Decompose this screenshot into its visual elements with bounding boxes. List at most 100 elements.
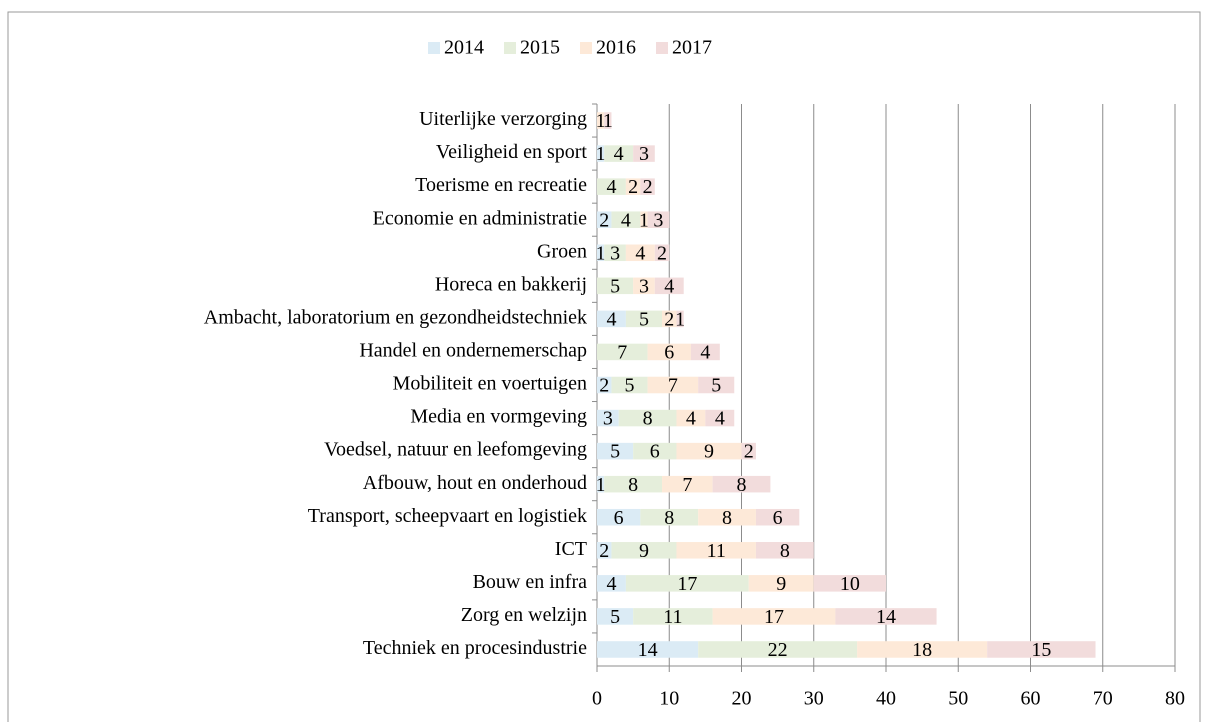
data-label: 11 bbox=[663, 606, 682, 628]
bar-segment bbox=[597, 508, 641, 526]
data-label: 5 bbox=[639, 308, 649, 330]
data-label: 2 bbox=[657, 242, 667, 264]
y-tick-label: Transport, scheepvaart en logistiek bbox=[308, 505, 587, 527]
bar-segment bbox=[647, 211, 670, 228]
data-label: 4 bbox=[621, 209, 631, 231]
data-label: 3 bbox=[653, 209, 663, 231]
data-label: 9 bbox=[704, 441, 714, 463]
data-label: 1 bbox=[603, 110, 613, 132]
bar-segment bbox=[625, 244, 655, 262]
y-tick-label: Economie en administratie bbox=[373, 207, 587, 229]
bar-segment bbox=[705, 409, 735, 427]
x-tick-label: 10 bbox=[659, 688, 679, 710]
data-label: 4 bbox=[606, 176, 616, 198]
bar-segment bbox=[611, 211, 641, 228]
data-label: 6 bbox=[614, 507, 624, 529]
y-tick-label: Uiterlijke verzorging bbox=[419, 108, 587, 130]
bar-segment bbox=[987, 641, 1096, 658]
bar-segment bbox=[597, 608, 634, 625]
y-tick-label: Media en vormgeving bbox=[410, 406, 587, 428]
y-tick-label: Ambacht, laboratorium en gezondheidstech… bbox=[204, 306, 587, 328]
data-label: 1 bbox=[675, 308, 685, 330]
bar-segment bbox=[597, 244, 605, 262]
data-label: 5 bbox=[711, 375, 721, 397]
legend-swatch bbox=[504, 42, 516, 54]
y-tick-label: Horeca en bakkerij bbox=[435, 273, 587, 295]
data-label: 4 bbox=[614, 143, 624, 165]
bar-segment bbox=[748, 575, 814, 592]
bar-segment bbox=[698, 641, 858, 658]
bar-segment bbox=[618, 409, 677, 427]
data-label: 11 bbox=[707, 540, 726, 562]
data-label: 5 bbox=[610, 441, 620, 463]
data-label: 5 bbox=[610, 275, 620, 297]
bar-segment bbox=[611, 542, 677, 559]
legend-label: 2014 bbox=[444, 37, 484, 59]
bar-segment bbox=[712, 608, 836, 625]
y-tick-label: Techniek en procesindustrie bbox=[363, 637, 587, 659]
data-label: 3 bbox=[610, 242, 620, 264]
legend-label: 2015 bbox=[520, 37, 560, 59]
bar-segment bbox=[597, 376, 612, 394]
bar-segment bbox=[676, 442, 742, 460]
data-label: 1 bbox=[596, 474, 606, 496]
bar-segment bbox=[604, 112, 612, 129]
data-label: 9 bbox=[776, 573, 786, 595]
bar-segment bbox=[647, 343, 691, 361]
data-label: 8 bbox=[737, 474, 747, 496]
bar-segment bbox=[597, 310, 626, 328]
bar-segment bbox=[625, 178, 641, 195]
data-label: 17 bbox=[677, 573, 697, 595]
data-label: 6 bbox=[773, 507, 783, 529]
bar-segment bbox=[625, 575, 749, 592]
bar-segment bbox=[835, 608, 937, 625]
legend-swatch bbox=[428, 42, 440, 54]
y-tick-label: Zorg en welzijn bbox=[461, 604, 587, 626]
bar-segment bbox=[676, 542, 756, 559]
y-tick-label: Groen bbox=[537, 240, 587, 262]
bar-segment bbox=[597, 641, 699, 658]
bar-segment bbox=[640, 508, 699, 526]
x-tick-label: 40 bbox=[876, 688, 896, 710]
bar-segment bbox=[676, 310, 684, 328]
data-label: 2 bbox=[599, 375, 609, 397]
bar-segment bbox=[755, 508, 800, 526]
data-label: 3 bbox=[603, 408, 613, 430]
data-label: 7 bbox=[668, 375, 678, 397]
bar-segment bbox=[654, 244, 670, 262]
data-label: 18 bbox=[912, 639, 932, 661]
data-label: 14 bbox=[638, 639, 658, 661]
data-label: 1 bbox=[596, 110, 606, 132]
y-tick-label: Toerisme en recreatie bbox=[415, 174, 587, 196]
data-label: 14 bbox=[876, 606, 896, 628]
data-label: 1 bbox=[596, 143, 606, 165]
data-label: 17 bbox=[764, 606, 784, 628]
legend-label: 2017 bbox=[672, 37, 712, 59]
data-label: 7 bbox=[617, 342, 627, 364]
y-tick-label: Voedsel, natuur en leefomgeving bbox=[324, 439, 587, 461]
x-tick-label: 60 bbox=[1021, 688, 1041, 710]
x-tick-label: 30 bbox=[804, 688, 824, 710]
bar-segment bbox=[813, 575, 886, 592]
bar-segment bbox=[597, 178, 626, 195]
data-label: 2 bbox=[643, 176, 653, 198]
bar-segment bbox=[647, 376, 699, 394]
data-label: 6 bbox=[650, 441, 660, 463]
legend-swatch bbox=[656, 42, 668, 54]
data-label: 3 bbox=[639, 143, 649, 165]
bar-segment bbox=[597, 475, 605, 493]
bar-segment bbox=[597, 211, 612, 228]
bar-segment bbox=[597, 343, 648, 361]
data-label: 8 bbox=[722, 507, 732, 529]
data-label: 2 bbox=[744, 441, 754, 463]
data-label: 22 bbox=[768, 639, 788, 661]
data-label: 10 bbox=[840, 573, 860, 595]
data-label: 7 bbox=[682, 474, 692, 496]
bar-segment bbox=[640, 211, 648, 228]
x-tick-label: 80 bbox=[1165, 688, 1185, 710]
bar-segment bbox=[604, 244, 626, 262]
bar-segment bbox=[633, 608, 713, 625]
data-label: 15 bbox=[1031, 639, 1051, 661]
data-label: 9 bbox=[639, 540, 649, 562]
